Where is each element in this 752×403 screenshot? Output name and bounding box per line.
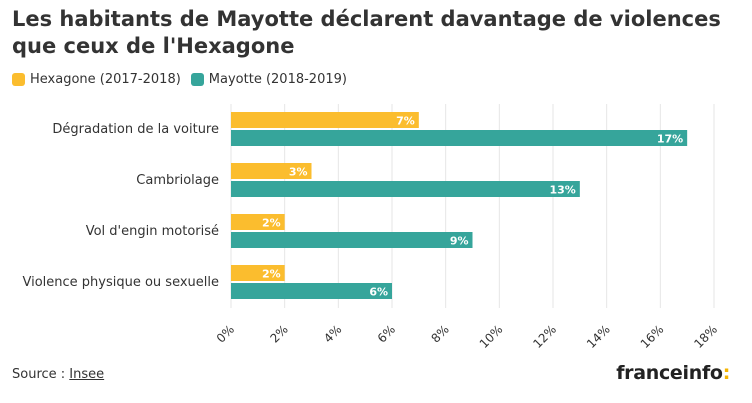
bar-chart: 0% 2% 4% 6% 8% 10% 12% 14% 16% 18% Dégradation de …: [22, 104, 720, 351]
category-label-1: Cambriolage: [136, 173, 219, 188]
x-tick-label-14: 14%: [584, 322, 613, 351]
bar-hexagone-1: [231, 163, 312, 179]
x-tick-label-4: 4%: [321, 322, 344, 345]
franceinfo-logo: franceinfo:: [616, 362, 730, 384]
data-label-mayotte-0: 17%: [657, 133, 683, 146]
legend-swatch-mayotte: [190, 72, 204, 86]
legend-item-hexagone: Hexagone (2017-2018): [12, 72, 181, 87]
category-label-0: Dégradation de la voiture: [52, 122, 219, 137]
legend-item-mayotte: Mayotte (2018-2019): [190, 71, 347, 87]
logo-text: franceinfo: [616, 362, 723, 384]
x-tick-label-18: 18%: [691, 322, 720, 351]
x-tick-label-12: 12%: [530, 322, 559, 351]
x-tick-label-0: 0%: [214, 322, 237, 345]
data-label-hexagone-3: 2%: [262, 268, 281, 281]
x-tick-label-8: 8%: [428, 322, 451, 345]
bar-mayotte-2: [231, 232, 473, 248]
legend: Hexagone (2017-2018) Mayotte (2018-2019): [12, 70, 357, 88]
source-prefix: Source :: [12, 367, 70, 382]
bar-mayotte-3: [231, 283, 392, 299]
legend-label-mayotte: Mayotte (2018-2019): [208, 71, 347, 87]
data-label-mayotte-1: 13%: [549, 184, 575, 197]
legend-swatch-hexagone: [12, 72, 25, 86]
logo-colon: :: [722, 362, 731, 384]
bar-hexagone-3: [231, 265, 285, 281]
x-tick-label-6: 6%: [375, 322, 398, 345]
x-tick-label-2: 2%: [267, 322, 290, 345]
data-label-mayotte-3: 6%: [369, 286, 388, 299]
bar-mayotte-0: [231, 130, 688, 146]
data-label-mayotte-2: 9%: [450, 235, 469, 248]
data-label-hexagone-1: 3%: [289, 166, 308, 179]
legend-label-hexagone: Hexagone (2017-2018): [30, 71, 181, 87]
category-label-3: Violence physique ou sexuelle: [22, 275, 219, 290]
category-label-2: Vol d'engin motorisé: [86, 224, 219, 239]
x-tick-label-10: 10%: [477, 322, 506, 351]
bar-mayotte-1: [231, 181, 580, 197]
x-tick-label-16: 16%: [638, 322, 667, 351]
source-line: Source : Insee: [12, 367, 104, 382]
bar-hexagone-2: [231, 214, 285, 230]
bar-hexagone-0: [231, 112, 419, 128]
source-link[interactable]: Insee: [69, 367, 105, 382]
data-label-hexagone-2: 2%: [262, 217, 281, 230]
chart-title: Les habitants de Mayotte déclarent davan…: [12, 7, 721, 58]
data-label-hexagone-0: 7%: [396, 115, 415, 128]
